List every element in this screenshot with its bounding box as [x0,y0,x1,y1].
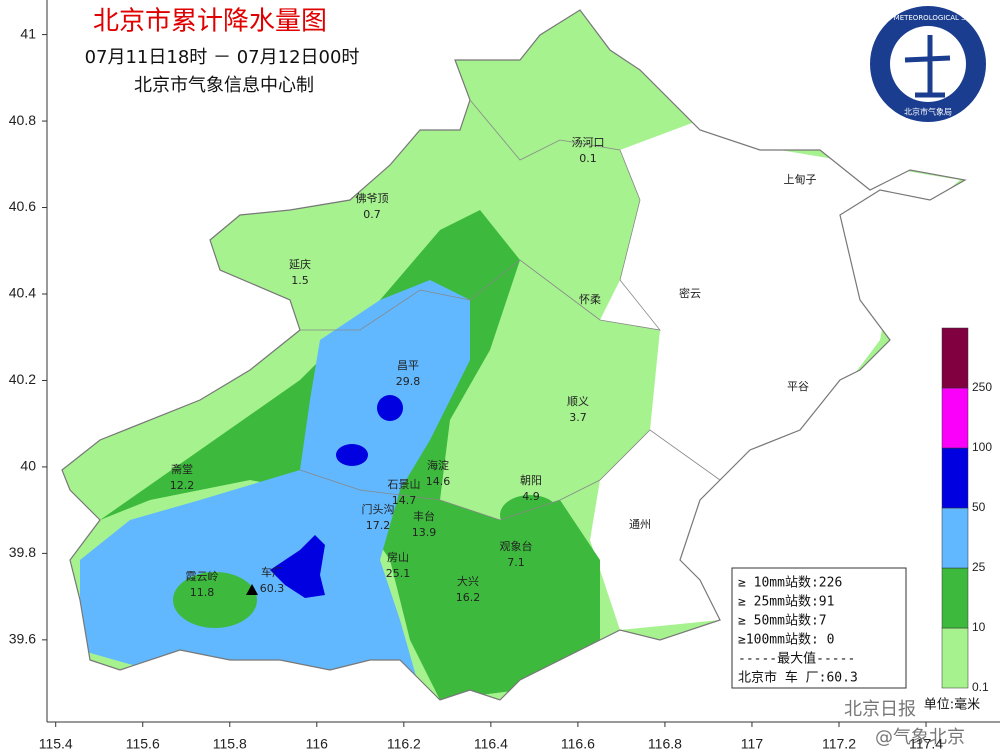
district-line [300,99,661,331]
station-name: 斋堂 [171,462,193,476]
station-name: 车厂 [261,565,283,579]
station-name: 门头沟 [362,502,395,516]
station-name: 上甸子 [784,173,817,186]
y-tick-label: 40.4 [9,285,36,301]
stat-line: -----最大值----- [738,651,855,667]
x-tick-label: 116.2 [387,736,421,752]
x-tick-label: 116.8 [648,736,682,752]
legend-swatch [941,567,969,629]
station-name: 密云 [679,286,701,300]
legend-swatch [941,507,969,569]
y-tick-label: 40 [20,458,36,474]
watermark: @气象北京 [875,727,965,748]
legend-swatch [941,387,969,449]
station-value: 14.6 [426,475,451,488]
legend-label: 25 [972,560,986,574]
station-name: 怀柔 [579,293,601,306]
station-value: 17.2 [366,519,391,532]
station-value: 0.7 [363,208,381,221]
station-name: 朝阳 [520,474,542,487]
station-value: 14.7 [392,494,417,507]
x-tick-label: 117.4 [909,736,943,752]
x-tick-label: 117.2 [822,736,856,752]
legend-label: 0.1 [972,680,989,694]
y-tick-label: 39.6 [9,631,36,647]
time-range: 07月11日18时 － 07月12日00时 [85,47,360,68]
station-value: 29.8 [396,375,421,388]
station-name: 房山 [387,551,409,564]
station-name: 顺义 [567,395,589,408]
station-name: 大兴 [457,574,479,588]
y-tick-label: 39.8 [9,544,36,560]
station-value: 12.2 [170,479,195,492]
station-name: 汤河口 [572,135,605,149]
legend-swatch [941,627,969,689]
district-line [299,429,721,521]
x-tick-label: 116.6 [561,736,595,752]
station-value: 25.1 [386,567,411,580]
station-value: 13.9 [412,526,437,539]
watermark: 北京日报 [844,699,916,720]
station-name: 延庆 [289,257,311,271]
station-name: 霞云岭 [186,569,219,583]
x-tick-label: 115.6 [126,736,160,752]
legend-swatch [941,327,969,389]
station-value: 11.8 [190,586,215,599]
station-name: 平谷 [787,380,809,393]
y-tick-label: 40.2 [9,371,36,387]
x-tick-label: 115.8 [213,736,247,752]
station-name: 昌平 [397,359,419,372]
stats-box [731,567,907,689]
y-tick-label: 40.6 [9,198,36,214]
y-tick-label: 40.8 [9,112,36,128]
station-name: 丰台 [413,509,435,523]
station-value: 60.3 [260,582,285,595]
stat-line: 北京市 车 厂:60.3 [738,670,858,686]
logo: BEIJING METEOROLOGICAL SERVICE 北京市气象局 [865,6,991,122]
legend-label: 250 [972,380,992,394]
legend-label: 10 [972,620,986,634]
station-value: 4.9 [522,490,540,503]
station-value: 3.7 [569,411,587,424]
stat-line: ≥ 50mm站数:7 [738,614,827,629]
y-tick-label: 41 [20,25,36,41]
title: 北京市累计降水量图 [93,7,327,37]
legend-label: 50 [972,500,986,514]
station-name: 通州 [629,518,651,531]
station-name: 佛爷顶 [356,191,389,205]
stat-line: ≥ 10mm站数:226 [738,576,842,591]
max-marker [246,584,258,595]
logo-text: BEIJING METEOROLOGICAL SERVICE [865,14,990,22]
station-value: 1.5 [291,274,309,287]
x-tick-label: 116 [306,736,329,752]
x-tick-label: 117 [741,736,764,752]
station-name: 观象台 [500,539,533,553]
legend-unit: 单位:毫米 [924,697,980,713]
logo-subtext: 北京市气象局 [904,107,952,117]
legend-swatch [941,447,969,509]
station-value: 16.2 [456,591,481,604]
station-value: 7.1 [507,556,525,569]
x-tick-label: 116.4 [474,736,508,752]
station-value: 0.1 [579,152,597,165]
stat-line: ≥100mm站数: 0 [738,633,834,648]
producer: 北京市气象信息中心制 [134,75,314,96]
station-name: 石景山 [388,478,421,491]
legend-label: 100 [972,440,992,454]
station-name: 海淀 [427,458,449,472]
stat-line: ≥ 25mm站数:91 [738,595,834,610]
x-tick-label: 115.4 [39,736,73,752]
